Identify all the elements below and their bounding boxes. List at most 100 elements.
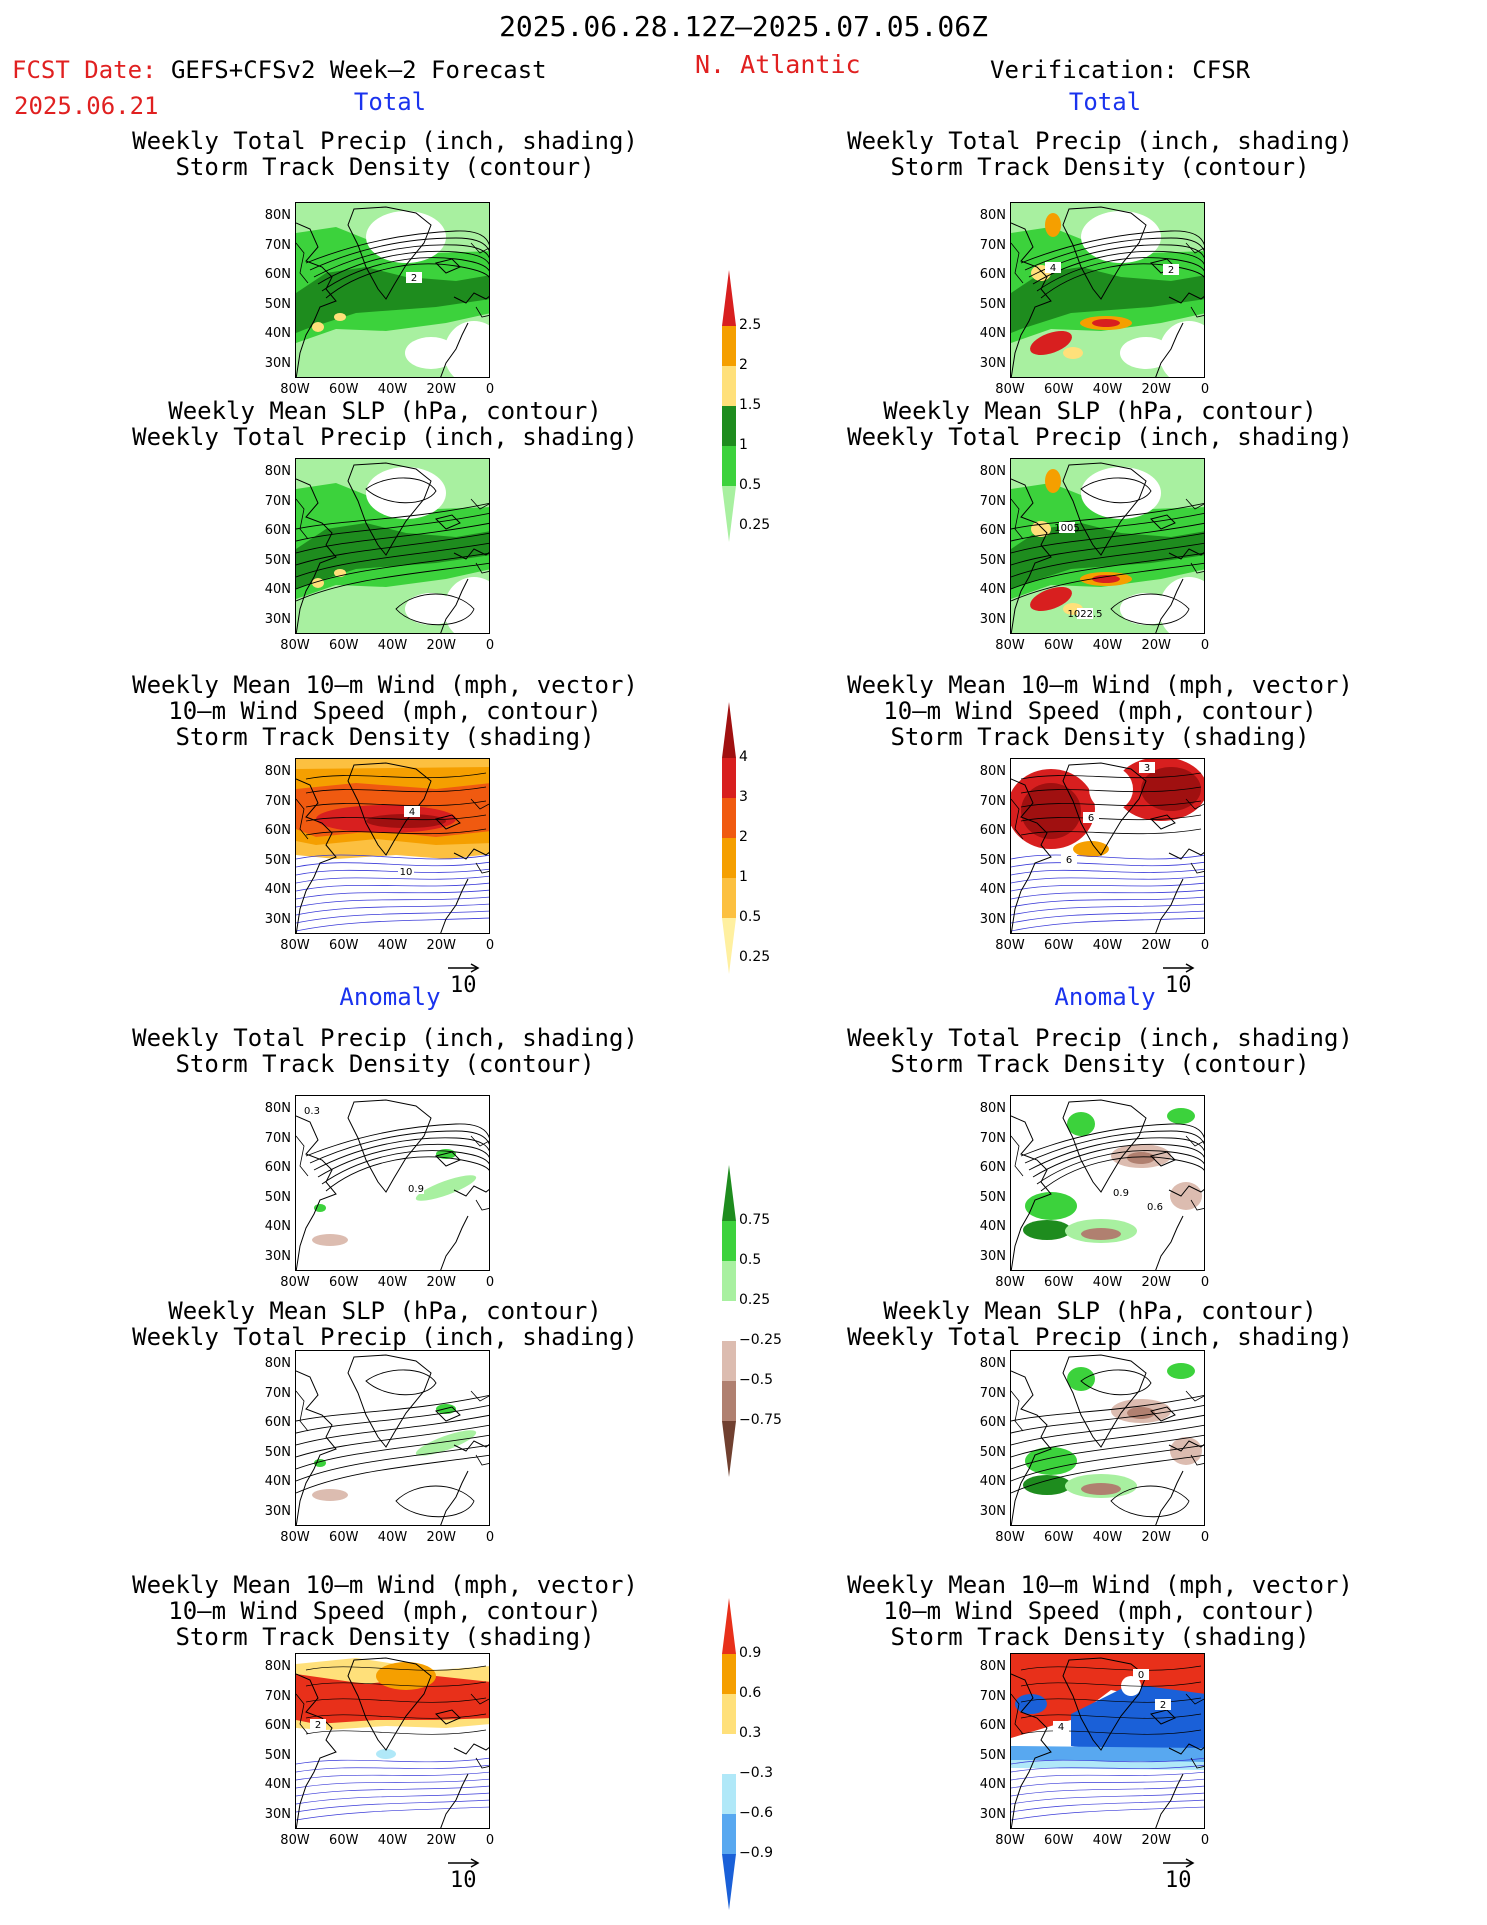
storm-track-contour xyxy=(325,263,489,299)
wind-speed-contour xyxy=(296,910,489,924)
lon-label: 60W xyxy=(1044,382,1074,397)
colorbar-swatch xyxy=(722,918,736,974)
france-coast xyxy=(1190,862,1204,874)
colorbar-label: 0.25 xyxy=(739,949,771,965)
forecast-anom-slp-title: Weekly Mean SLP (hPa, contour) Weekly Tot… xyxy=(75,1298,695,1350)
hudson-coast xyxy=(296,1135,309,1177)
lat-label: 40N xyxy=(264,1777,291,1792)
iceland-coastline xyxy=(1150,1709,1176,1725)
wind-contour-dark xyxy=(1020,786,1202,794)
hudson-coast xyxy=(296,242,309,284)
greenland-coastline xyxy=(1062,762,1147,856)
lat-label: 70N xyxy=(979,793,1006,809)
precip-core-mid xyxy=(1092,319,1120,327)
lon-label: 80W xyxy=(995,1530,1025,1545)
lon-label: 60W xyxy=(1044,638,1074,653)
lat-label: 40N xyxy=(264,582,291,597)
europe-coastline xyxy=(1168,292,1204,304)
colorbar-swatch xyxy=(722,366,736,406)
panel-title-line: Weekly Total Precip (inch, shading) xyxy=(847,1323,1353,1351)
lat-label: 80N xyxy=(979,1659,1006,1674)
lon-label: 40W xyxy=(1092,382,1123,397)
france-coast xyxy=(475,306,489,318)
lon-label: 80W xyxy=(280,382,310,397)
france-coast xyxy=(475,862,489,874)
slp-contour-label-bg xyxy=(1077,608,1093,619)
storm-track-contour xyxy=(1028,244,1204,278)
vector-reference: 10 xyxy=(1162,1849,1196,1893)
europe-coastline xyxy=(1168,1743,1204,1755)
slp-isobar xyxy=(1011,532,1204,566)
greenland-coastline xyxy=(347,1657,432,1751)
colorbar-label: 1 xyxy=(739,869,748,885)
storm-track-contour xyxy=(309,1130,489,1164)
lon-label: 40W xyxy=(1092,1275,1123,1290)
ocean-dry xyxy=(1120,337,1172,369)
wind-anom-contour xyxy=(296,1771,489,1781)
verification-total-precip-title: Weekly Total Precip (inch, shading) Storm… xyxy=(790,128,1410,180)
scandinavia-coast xyxy=(470,498,489,510)
wind-speed-contour xyxy=(1011,889,1204,900)
vector-reference-value: 10 xyxy=(450,1868,477,1893)
wind-anom-contour xyxy=(296,1785,489,1797)
anom-pos-north xyxy=(1011,1654,1204,1738)
wind-contour-label-bg xyxy=(1061,854,1077,865)
anom-contour-label-bg xyxy=(304,1105,320,1116)
colorbar-label: 0.5 xyxy=(739,477,762,493)
scandinavia-coast xyxy=(470,1693,489,1705)
wind-anom-contour xyxy=(1011,1806,1204,1821)
lon-label: 20W xyxy=(1141,1275,1171,1290)
panel-title-line: Weekly Total Precip (inch, shading) xyxy=(847,423,1353,451)
slp-isobar xyxy=(296,522,489,554)
track-contour-label-bg xyxy=(1163,264,1179,275)
precip-max-west xyxy=(1030,586,1072,612)
iberia-africa-coastline xyxy=(440,878,469,933)
europe-coastline xyxy=(453,292,489,304)
slp-isobar xyxy=(1011,1434,1204,1470)
scandinavia-coast xyxy=(1185,1135,1204,1147)
anom-wet-greenland xyxy=(1067,1367,1095,1391)
slp-isobar xyxy=(1011,1454,1204,1494)
anom-dry-east xyxy=(1170,1182,1202,1210)
panel-title-line: Storm Track Density (contour) xyxy=(890,153,1310,181)
wind-anom-dark xyxy=(1020,1713,1202,1719)
storm-track-contour xyxy=(1040,1156,1204,1192)
panel-title-line: Weekly Total Precip (inch, shading) xyxy=(132,1024,638,1052)
slp-low-center xyxy=(1080,1369,1152,1396)
lat-label: 40N xyxy=(979,582,1006,597)
iceland-coastline xyxy=(1150,814,1176,830)
density-minor xyxy=(1073,841,1109,857)
wind-contour-label: 6 xyxy=(1088,813,1094,824)
anom-contour-label-bg xyxy=(408,1183,424,1194)
greenland-coastline xyxy=(347,762,432,856)
verification-total-slp-map: 1005 1022.5 xyxy=(1010,458,1205,634)
forecast-anom-wind-title: Weekly Mean 10–m Wind (mph, vector) 10–m … xyxy=(75,1572,695,1650)
lat-label: 30N xyxy=(264,911,291,927)
precip-core-mid xyxy=(1092,575,1120,583)
iceland-coastline xyxy=(435,814,461,830)
lat-label: 60N xyxy=(264,267,291,282)
wind-anom-dark xyxy=(305,1681,487,1687)
colorbar-swatch xyxy=(722,1221,736,1261)
wind-anom-contour xyxy=(1011,1792,1204,1805)
verification-anom-wind-title: Weekly Mean 10–m Wind (mph, vector) 10–m … xyxy=(790,1572,1410,1650)
vector-reference: 10 xyxy=(447,1849,481,1893)
verification-total-slp-title: Weekly Mean SLP (hPa, contour) Weekly Tot… xyxy=(790,398,1410,450)
wind-anom-contour xyxy=(1011,1785,1204,1797)
north-america-coastline xyxy=(1011,1370,1052,1525)
lon-label: 0 xyxy=(1200,1833,1210,1848)
north-america-coastline xyxy=(1011,1115,1052,1270)
lat-label: 80N xyxy=(264,208,291,223)
panel-title-line: Storm Track Density (shading) xyxy=(175,723,595,751)
lon-label: 80W xyxy=(995,1833,1025,1848)
lon-label: 60W xyxy=(1044,1530,1074,1545)
lat-label: 80N xyxy=(979,1356,1006,1371)
colorbar-swatch xyxy=(722,1381,736,1421)
slp-isobar xyxy=(1011,562,1204,602)
storm-track-contour xyxy=(309,237,489,271)
colorbar-label: −0.9 xyxy=(739,1845,773,1861)
north-america-coastline xyxy=(296,478,337,633)
colorbar-label: 1 xyxy=(739,437,748,453)
lon-label: 80W xyxy=(280,638,310,653)
verification-label: Verification: CFSR xyxy=(990,56,1251,84)
